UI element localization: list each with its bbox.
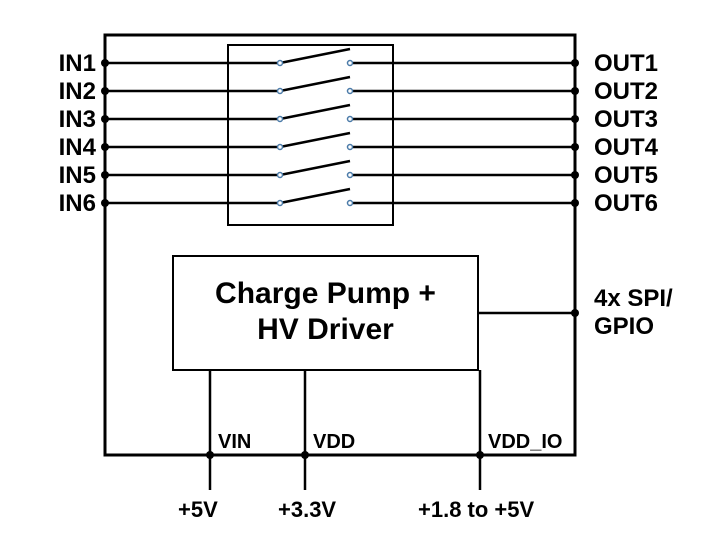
output-label-4: OUT4 <box>594 134 659 161</box>
power-name-VIN: VIN <box>218 431 251 453</box>
input-label-6: IN6 <box>59 190 96 217</box>
power-value-VDD_IO: +1.8 to +5V <box>418 497 535 522</box>
switch-contact-left-3 <box>278 117 283 122</box>
switch-arm-1 <box>280 49 350 63</box>
switch-contact-left-6 <box>278 201 283 206</box>
switch-contact-right-4 <box>348 145 353 150</box>
output-node-6 <box>571 199 579 207</box>
input-label-2: IN2 <box>59 78 96 105</box>
switch-contact-left-4 <box>278 145 283 150</box>
switch-arm-2 <box>280 77 350 91</box>
output-node-5 <box>571 171 579 179</box>
switch-arm-3 <box>280 105 350 119</box>
output-label-5: OUT5 <box>594 162 658 189</box>
output-node-3 <box>571 115 579 123</box>
driver-box-label-2: HV Driver <box>257 313 394 346</box>
switch-arm-6 <box>280 189 350 203</box>
output-label-1: OUT1 <box>594 50 658 77</box>
output-label-2: OUT2 <box>594 78 658 105</box>
output-label-6: OUT6 <box>594 190 658 217</box>
output-node-1 <box>571 59 579 67</box>
outer-chip-box <box>105 35 575 455</box>
spi-label-1: 4x SPI/ <box>594 285 673 312</box>
input-label-1: IN1 <box>59 50 96 77</box>
switch-contact-right-2 <box>348 89 353 94</box>
power-node-VDD_IO <box>476 451 484 459</box>
output-node-2 <box>571 87 579 95</box>
switch-contact-right-3 <box>348 117 353 122</box>
switch-contact-right-5 <box>348 173 353 178</box>
driver-box-label-1: Charge Pump + <box>215 277 436 310</box>
power-node-VIN <box>206 451 214 459</box>
power-value-VIN: +5V <box>178 497 218 522</box>
spi-label-2: GPIO <box>594 313 654 340</box>
input-label-4: IN4 <box>59 134 97 161</box>
power-name-VDD_IO: VDD_IO <box>488 431 562 453</box>
power-node-VDD <box>301 451 309 459</box>
switch-contact-right-1 <box>348 61 353 66</box>
spi-node <box>571 309 579 317</box>
power-name-VDD: VDD <box>313 431 355 453</box>
switch-contact-right-6 <box>348 201 353 206</box>
output-label-3: OUT3 <box>594 106 658 133</box>
switch-contact-left-2 <box>278 89 283 94</box>
input-label-3: IN3 <box>59 106 96 133</box>
switch-arm-4 <box>280 133 350 147</box>
input-label-5: IN5 <box>59 162 96 189</box>
power-value-VDD: +3.3V <box>278 497 336 522</box>
switch-arm-5 <box>280 161 350 175</box>
switch-contact-left-1 <box>278 61 283 66</box>
switch-contact-left-5 <box>278 173 283 178</box>
output-node-4 <box>571 143 579 151</box>
